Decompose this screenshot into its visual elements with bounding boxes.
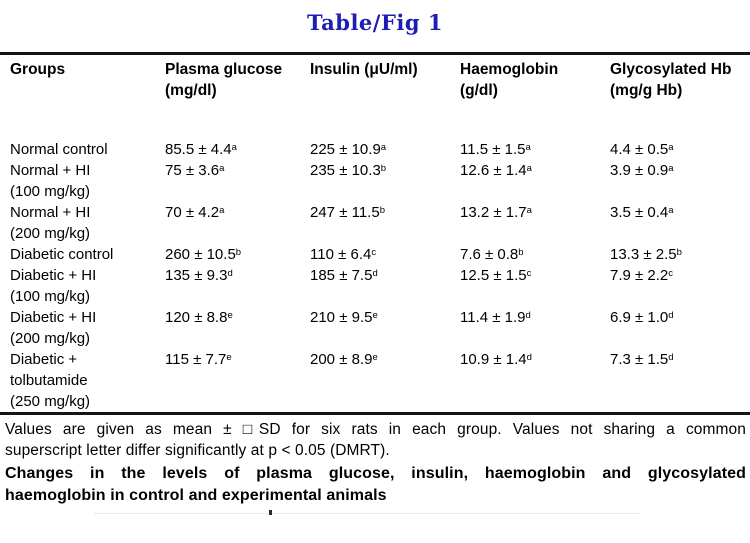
group-name-cell: Diabetic + HI (200 mg/kg) [10,309,97,347]
superscript-letter: b [235,247,242,258]
table-row: Normal + HI (100 mg/kg) 75 ± 3.6a 235 ± 10.… [0,160,750,202]
value-cell: 13.3 ± 2.5b [610,246,682,263]
results-table-body: Normal control 85.5 ± 4.4a 225 ± 10.9a 11.5… [0,139,750,414]
caption-line-2: haemoglobin in control and experimental … [5,486,387,504]
footnote-line-2: superscript letter differ significantly … [5,442,390,459]
value-cell: 11.4 ± 1.9d [460,309,531,326]
footnote-line-1: Values are given as mean ± □SD for six r… [5,421,746,438]
superscript-letter: a [668,205,674,216]
value-cell: 6.9 ± 1.0d [610,309,674,326]
scan-artifact-dot [269,510,272,515]
superscript-letter: a [526,163,532,174]
page-title: Table/Fig 1 [307,10,443,35]
value-cell: 200 ± 8.9e [310,351,378,368]
superscript-letter: d [526,352,532,363]
superscript-letter: d [668,310,674,321]
value-cell: 135 ± 9.3d [165,267,233,284]
caption-line-1: Changes in the levels of plasma glucose,… [5,465,746,482]
superscript-letter: a [525,142,531,153]
value-cell: 210 ± 9.5e [310,309,378,326]
group-name-cell: Normal + HI (200 mg/kg) [10,204,91,242]
group-name-cell: Normal control [10,141,108,158]
value-cell: 3.9 ± 0.9a [610,162,674,179]
superscript-letter: b [379,205,385,216]
group-name-cell: Diabetic + HI (100 mg/kg) [10,267,97,305]
column-header: Glycosylated Hb (mg/g Hb) [610,61,732,99]
superscript-letter: e [372,352,378,363]
value-cell: 12.6 ± 1.4a [460,162,532,179]
column-header: Groups [10,61,66,78]
superscript-letter: b [518,247,524,258]
table-footnote: Values are given as mean ± □SD for six r… [0,419,750,461]
value-cell: 4.4 ± 0.5a [610,141,674,158]
superscript-letter: d [372,268,378,279]
group-name-cell: Diabetic control [10,246,114,263]
group-name-cell: Normal + HI (100 mg/kg) [10,162,91,200]
value-cell: 235 ± 10.3b [310,162,387,179]
superscript-letter: a [668,142,674,153]
value-cell: 85.5 ± 4.4a [165,141,237,158]
group-name-cell: Diabetic + tolbutamide (250 mg/kg) [10,351,91,410]
value-cell: 260 ± 10.5b [165,246,242,263]
superscript-letter: a [219,205,225,216]
column-header: Insulin (μU/ml) [310,61,418,78]
superscript-letter: e [226,352,232,363]
value-cell: 225 ± 10.9a [310,141,387,158]
superscript-letter: e [372,310,378,321]
table-row: Diabetic + HI (100 mg/kg) 135 ± 9.3d 185 ± … [0,265,750,307]
table-row: Normal control 85.5 ± 4.4a 225 ± 10.9a 11.5… [0,139,750,160]
value-cell: 115 ± 7.7e [165,351,232,368]
superscript-letter: a [668,163,674,174]
value-cell: 185 ± 7.5d [310,267,378,284]
results-table-header-row: Groups Plasma glucose (mg/dl) Insulin (μU/m… [0,54,750,140]
superscript-letter: b [380,163,387,174]
table-row: Normal + HI (200 mg/kg) 70 ± 4.2a 247 ± 11.… [0,202,750,244]
superscript-letter: a [219,163,225,174]
superscript-letter: c [371,247,377,258]
superscript-letter: a [380,142,387,153]
value-cell: 110 ± 6.4c [310,246,377,263]
value-cell: 7.9 ± 2.2c [610,267,674,284]
superscript-letter: d [525,310,531,321]
value-cell: 13.2 ± 1.7a [460,204,532,221]
value-cell: 11.5 ± 1.5a [460,141,531,158]
value-cell: 12.5 ± 1.5c [460,267,532,284]
superscript-letter: c [526,268,532,279]
value-cell: 70 ± 4.2a [165,204,225,221]
table-row: Diabetic + HI (200 mg/kg) 120 ± 8.8e 210 ± … [0,307,750,349]
table-caption: Changes in the levels of plasma glucose,… [0,463,750,506]
superscript-letter: a [526,205,532,216]
value-cell: 10.9 ± 1.4d [460,351,532,368]
value-cell: 7.6 ± 0.8b [460,246,524,263]
superscript-letter: c [668,268,674,279]
superscript-letter: a [231,142,237,153]
value-cell: 120 ± 8.8e [165,309,233,326]
superscript-letter: d [227,268,233,279]
value-cell: 247 ± 11.5b [310,204,385,221]
value-cell: 3.5 ± 0.4a [610,204,674,221]
superscript-letter: b [676,247,682,258]
value-cell: 7.3 ± 1.5d [610,351,674,368]
table-row: Diabetic control 260 ± 10.5b 110 ± 6.4c 7.6… [0,244,750,265]
scan-artifact-line [95,513,640,514]
superscript-letter: d [668,352,674,363]
value-cell: 75 ± 3.6a [165,162,225,179]
results-table: Groups Plasma glucose (mg/dl) Insulin (μU/m… [0,52,750,415]
superscript-letter: e [227,310,233,321]
table-row: Diabetic + tolbutamide (250 mg/kg) 115 ± 7.… [0,349,750,414]
column-header: Haemoglobin (g/dl) [460,61,559,99]
column-header: Plasma glucose (mg/dl) [165,61,283,99]
